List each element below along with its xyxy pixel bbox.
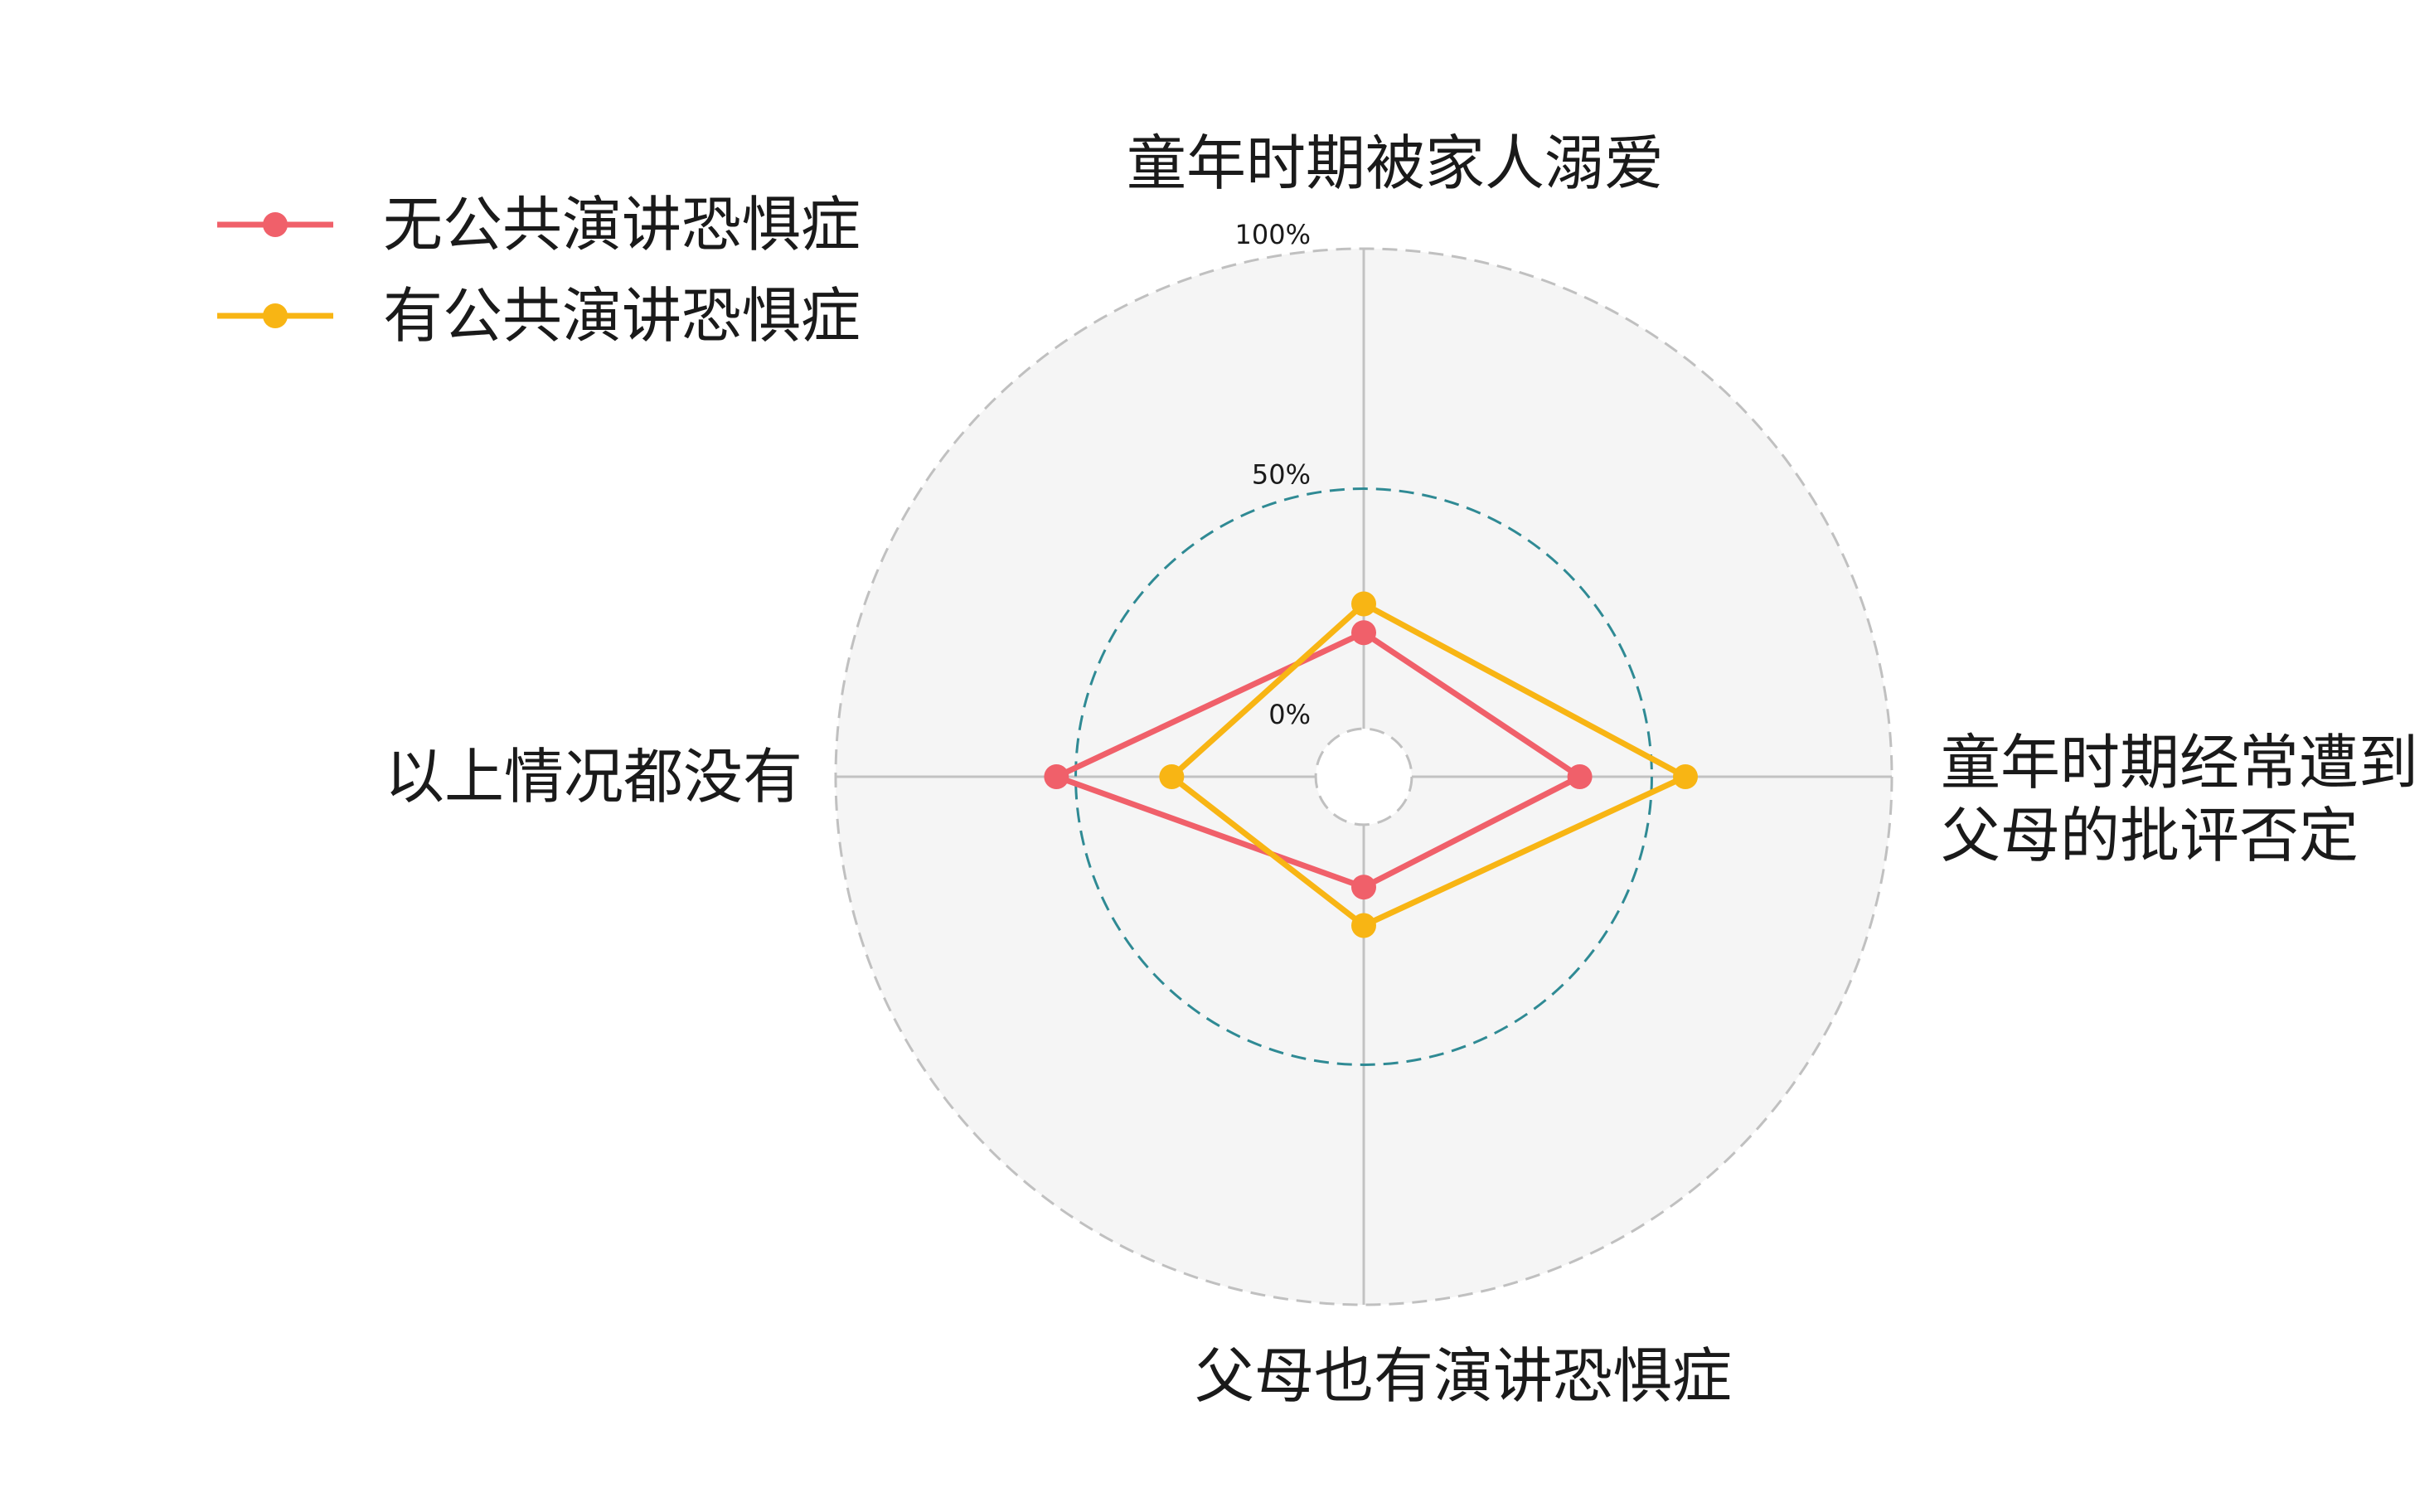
axis-label: 童年时期被家人溺爱 bbox=[1127, 128, 1664, 198]
grid-ring bbox=[1074, 487, 1653, 1066]
legend-label: 无公共演讲恐惧症 bbox=[383, 190, 861, 259]
radial-tick-labels: 0% 50% 100% bbox=[1235, 219, 1311, 730]
legend-marker bbox=[263, 303, 288, 328]
data-point bbox=[1567, 764, 1593, 789]
data-point bbox=[1044, 764, 1069, 789]
data-point bbox=[1159, 764, 1185, 789]
r-tick-label: 0% bbox=[1268, 699, 1311, 730]
axis-label-line: 童年时期经常遭到 bbox=[1941, 728, 2418, 797]
data-point bbox=[1351, 875, 1376, 900]
grid-ring bbox=[1314, 727, 1413, 826]
r-tick-label: 50% bbox=[1252, 459, 1311, 491]
data-point bbox=[1672, 764, 1698, 789]
grid bbox=[834, 247, 1893, 1306]
data-point bbox=[1351, 913, 1376, 938]
data-point bbox=[1351, 591, 1376, 617]
axis-label-line: 童年时期被家人溺爱 bbox=[1127, 128, 1664, 198]
grid-ring bbox=[834, 247, 1893, 1306]
axis-label-line: 父母也有演讲恐惧症 bbox=[1195, 1341, 1732, 1411]
axis-label-line: 以上情况都没有 bbox=[385, 742, 802, 812]
legend-marker bbox=[263, 212, 288, 237]
legend-label: 有公共演讲恐惧症 bbox=[383, 281, 861, 351]
r-tick-label: 100% bbox=[1235, 219, 1311, 250]
data-point bbox=[1351, 620, 1376, 646]
axis-label: 童年时期经常遭到父母的批评否定 bbox=[1941, 728, 2418, 870]
axis-label-line: 父母的批评否定 bbox=[1941, 801, 2359, 870]
series-layer bbox=[1044, 591, 1698, 938]
legend-item: 有公共演讲恐惧症 bbox=[217, 281, 861, 351]
legend-item: 无公共演讲恐惧症 bbox=[217, 190, 861, 259]
axis-label: 父母也有演讲恐惧症 bbox=[1195, 1341, 1732, 1411]
axis-label: 以上情况都没有 bbox=[385, 742, 802, 812]
